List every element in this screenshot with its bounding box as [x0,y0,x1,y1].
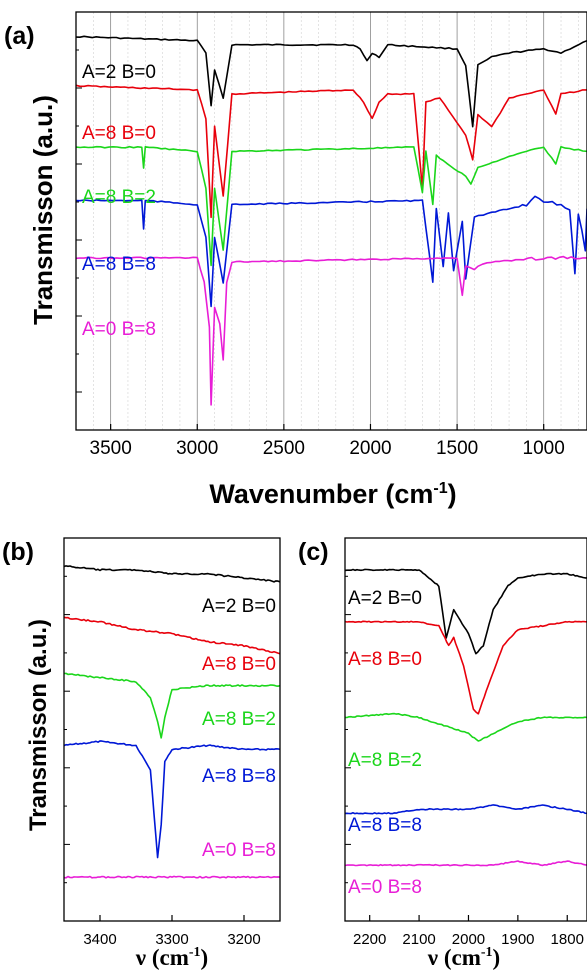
x-tick-label: 2500 [263,438,305,459]
series-line-b-2 [63,672,281,739]
x-tick-label: 2100 [402,931,435,948]
panel-c-tag: (c) [298,538,329,566]
x-tick-label: 2000 [452,931,485,948]
panel-a-series-labels: A=2 B=0 A=8 B=0 A=8 B=2 A=8 B=8 A=0 B=8 [82,62,156,340]
x-tick-label: 3400 [83,931,116,948]
panel-c-xlabel: ν (cm-1) [427,945,500,970]
panel-a-xlabel: Wavenumber (cm-1) [209,479,456,509]
x-tick-label: 2200 [353,931,386,948]
series-line-c-1 [344,620,587,715]
series-line-b-4 [63,875,281,879]
x-tick-label: 3200 [227,931,260,948]
series-line-a-2 [75,145,587,267]
x-tick-label: 1900 [501,931,534,948]
panel-a: (a) Transmisson (a.u.) 3500 3000 2500 2000 1… [4,11,587,509]
panel-a-yticks [76,11,82,431]
series-label-b-4: A=0 B=8 [202,840,276,861]
series-label-a-2: A=8 B=2 [82,187,156,208]
panel-b: (b) Transmisson (a.u.) 3400 3300 3200 A=2 … [2,537,281,970]
panel-b-series-labels: A=2 B=0 A=8 B=0 A=8 B=2 A=8 B=8 A=0 B=8 [202,596,276,861]
series-label-b-3: A=8 B=8 [202,766,276,787]
series-label-a-3: A=8 B=8 [82,254,156,275]
series-label-c-0: A=2 B=0 [348,588,422,609]
panel-c-series-labels: A=2 B=0 A=8 B=0 A=8 B=2 A=8 B=8 A=0 B=8 [348,588,422,898]
series-label-c-4: A=0 B=8 [348,877,422,898]
panel-c: (c) 2200 2100 2000 1900 1800 A=2 B=0A=8 B=0A… [298,537,587,970]
series-label-c-2: A=8 B=2 [348,750,422,771]
panel-a-grid [75,12,579,430]
x-tick-label: 3500 [90,438,132,459]
panel-b-xticks: 3400 3300 3200 [83,915,261,948]
series-label-b-1: A=8 B=0 [202,654,276,675]
x-tick-label: 3000 [176,438,218,459]
x-tick-label: 2000 [349,438,391,459]
series-label-c-3: A=8 B=8 [348,815,422,836]
panel-a-tag: (a) [4,22,35,50]
series-label-a-4: A=0 B=8 [82,319,156,340]
panel-a-frame [75,11,587,431]
panel-b-tag: (b) [2,538,34,566]
series-label-a-0: A=2 B=0 [82,62,156,83]
x-tick-label: 1500 [436,438,478,459]
series-label-a-1: A=8 B=0 [82,123,156,144]
panel-c-xticks: 2200 2100 2000 1900 1800 [353,915,584,948]
panel-c-yticks [345,537,351,922]
x-tick-label: 1000 [523,438,565,459]
x-tick-label: 1800 [551,931,584,948]
series-line-c-4 [344,860,587,867]
panel-b-series [63,565,281,879]
panel-a-series [75,35,587,406]
series-line-c-0 [344,568,587,655]
panel-b-ylabel: Transmisson (a.u.) [25,619,52,831]
series-line-a-4 [75,255,587,406]
panel-b-yticks [64,537,70,922]
series-label-b-0: A=2 B=0 [202,596,276,617]
series-line-b-0 [63,565,281,583]
series-line-b-1 [63,616,281,655]
panel-b-xlabel: ν (cm-1) [135,945,208,970]
series-line-c-3 [344,804,587,815]
panel-c-series [344,568,587,867]
series-line-a-0 [75,35,587,128]
series-line-a-1 [75,84,587,219]
series-label-b-2: A=8 B=2 [202,709,276,730]
series-line-a-3 [75,195,587,308]
series-label-c-1: A=8 B=0 [348,649,422,670]
panel-a-ylabel: Transmisson (a.u.) [28,95,58,325]
series-line-c-2 [344,712,587,742]
panel-a-xticks: 3500 3000 2500 2000 1500 1000 [90,424,565,459]
x-tick-label: 3300 [155,931,188,948]
series-line-b-3 [63,740,281,859]
